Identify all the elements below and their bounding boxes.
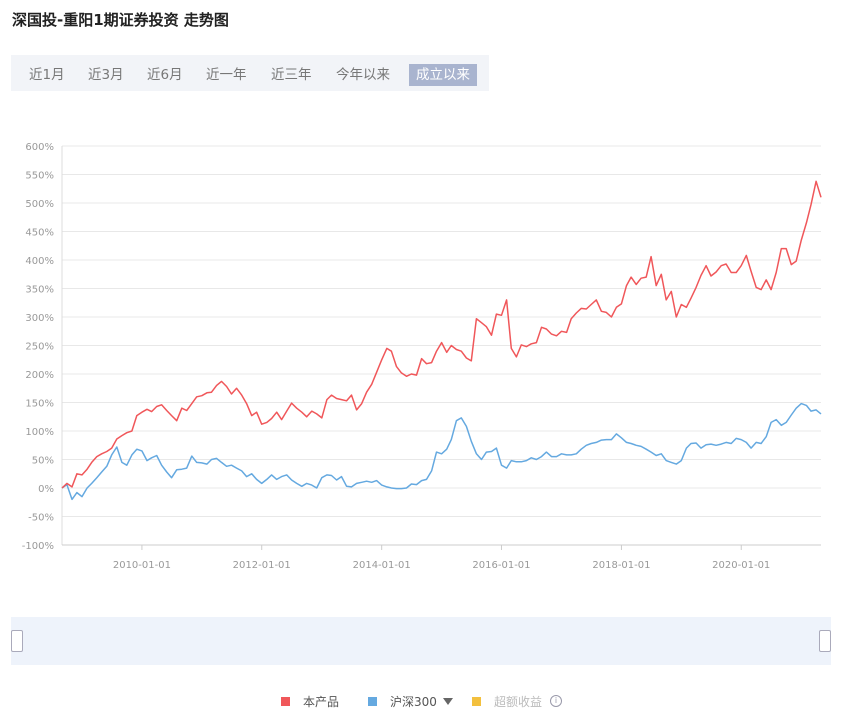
tab-6-months[interactable]: 近6月 bbox=[147, 67, 183, 83]
tab-1-month[interactable]: 近1月 bbox=[29, 67, 65, 83]
y-tick-label: -50% bbox=[28, 513, 54, 524]
legend-label-product: 本产品 bbox=[303, 694, 340, 709]
time-range-slider[interactable] bbox=[11, 617, 831, 665]
x-tick-label: 2010-01-01 bbox=[113, 560, 171, 571]
y-tick-label: 100% bbox=[25, 427, 54, 438]
x-tick-label: 2018-01-01 bbox=[592, 560, 650, 571]
y-tick-label: 600% bbox=[25, 142, 54, 153]
page-title: 深国投-重阳1期证券投资 走势图 bbox=[12, 11, 229, 29]
y-tick-label: 50% bbox=[32, 456, 54, 467]
y-tick-label: 200% bbox=[25, 370, 54, 381]
x-tick-label: 2012-01-01 bbox=[233, 560, 291, 571]
tab-3-months[interactable]: 近3月 bbox=[88, 67, 124, 83]
legend-swatch-product bbox=[281, 696, 290, 706]
period-tab-bar: 近1月 近3月 近6月 近一年 近三年 今年以来 成立以来 bbox=[11, 55, 489, 91]
y-tick-label: 300% bbox=[25, 313, 54, 324]
info-icon[interactable]: i bbox=[550, 695, 563, 707]
y-tick-label: 0% bbox=[38, 484, 54, 495]
range-start-handle[interactable] bbox=[11, 630, 23, 652]
y-tick-label: 350% bbox=[25, 285, 54, 296]
y-tick-label: 500% bbox=[25, 199, 54, 210]
series-line-product bbox=[61, 180, 822, 489]
x-tick-label: 2020-01-01 bbox=[712, 560, 770, 571]
dropdown-triangle-icon[interactable] bbox=[442, 697, 453, 705]
range-end-handle[interactable] bbox=[819, 630, 831, 652]
tab-1-year[interactable]: 近一年 bbox=[206, 67, 247, 83]
legend-swatch-index bbox=[368, 696, 377, 706]
y-tick-label: 550% bbox=[25, 171, 54, 182]
y-tick-label: 250% bbox=[25, 342, 54, 353]
legend-item-index[interactable]: 沪深300 bbox=[368, 692, 453, 710]
x-tick-label: 2014-01-01 bbox=[353, 560, 411, 571]
legend-item-product[interactable]: 本产品 bbox=[281, 692, 339, 710]
y-tick-label: 450% bbox=[25, 228, 54, 239]
legend-label-index: 沪深300 bbox=[390, 694, 437, 709]
series-line-index bbox=[61, 402, 822, 501]
legend-swatch-excess bbox=[472, 696, 481, 706]
legend-item-excess[interactable]: 超额收益 i bbox=[472, 692, 563, 710]
y-tick-label: 400% bbox=[25, 256, 54, 267]
tab-3-years[interactable]: 近三年 bbox=[271, 67, 312, 83]
legend-label-excess: 超额收益 bbox=[494, 694, 543, 709]
tab-since-inception[interactable]: 成立以来 bbox=[409, 64, 477, 86]
tab-year-to-date[interactable]: 今年以来 bbox=[336, 67, 390, 83]
y-tick-label: -100% bbox=[22, 541, 54, 552]
y-tick-label: 150% bbox=[25, 399, 54, 410]
x-tick-label: 2016-01-01 bbox=[472, 560, 530, 571]
